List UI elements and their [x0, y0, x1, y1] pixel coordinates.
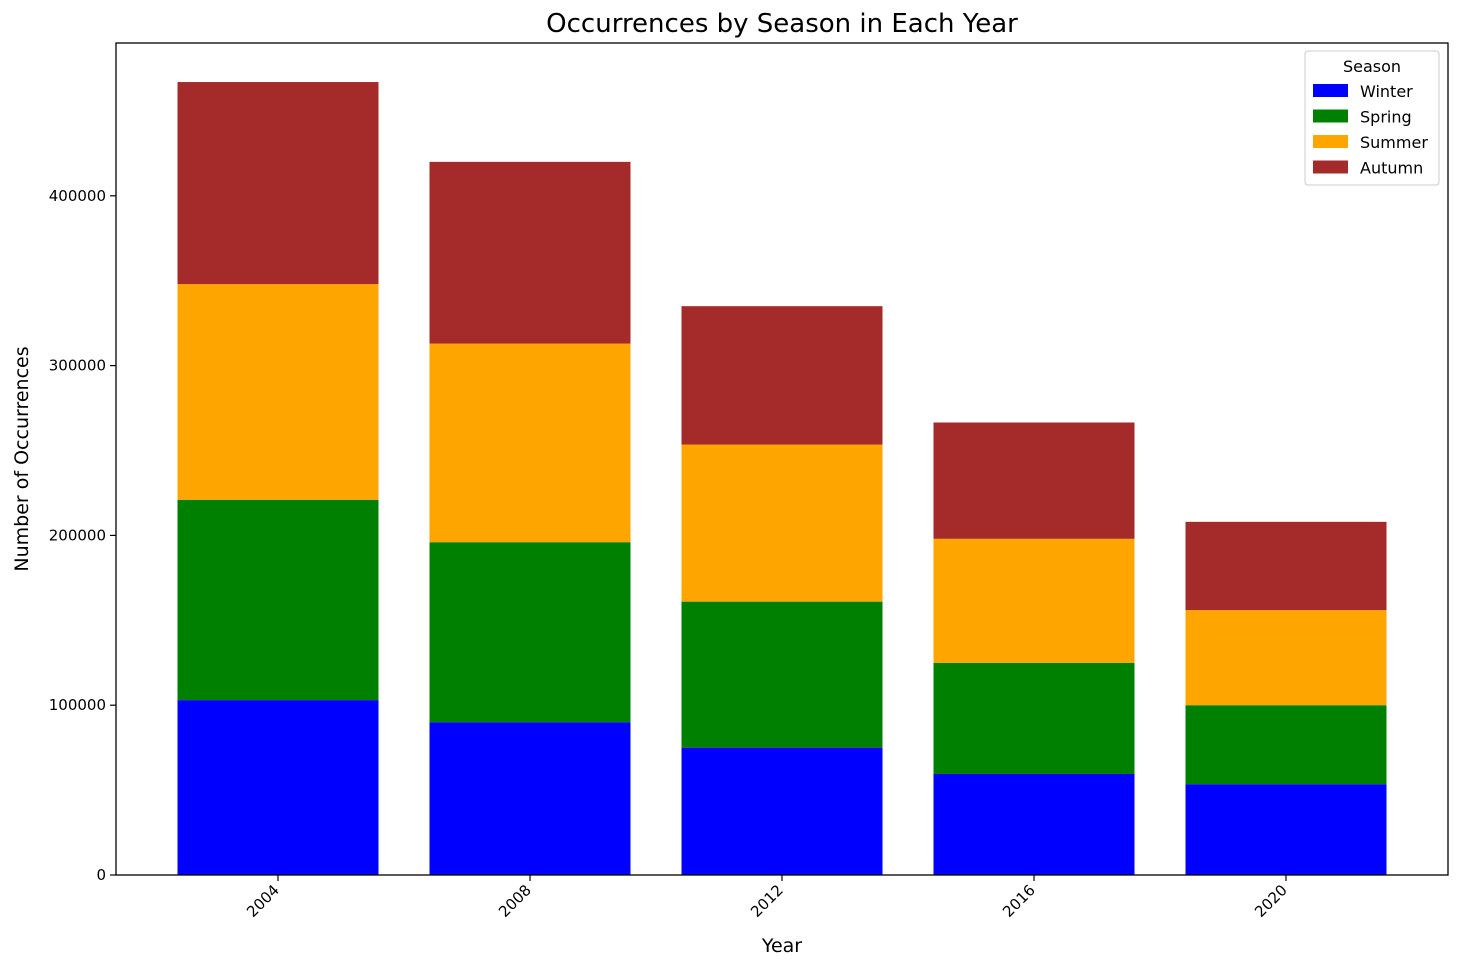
legend-swatch-summer — [1313, 135, 1348, 148]
legend-label-winter: Winter — [1360, 82, 1413, 101]
legend-label-autumn: Autumn — [1360, 159, 1423, 178]
bar-spring-2020 — [1185, 705, 1387, 785]
bar-winter-2016 — [933, 773, 1135, 875]
bar-autumn-2004 — [177, 82, 379, 285]
bar-autumn-2012 — [681, 306, 883, 445]
chart-title: Occurrences by Season in Each Year — [546, 9, 1018, 39]
bar-winter-2008 — [429, 722, 631, 875]
y-tick-label: 300000 — [49, 357, 106, 375]
bar-winter-2004 — [177, 700, 379, 875]
bar-spring-2016 — [933, 662, 1135, 774]
legend-swatch-winter — [1313, 84, 1348, 97]
bar-autumn-2016 — [933, 422, 1135, 539]
x-tick-label-2004: 2004 — [243, 881, 283, 921]
bar-summer-2004 — [177, 284, 379, 500]
bar-autumn-2008 — [429, 161, 631, 344]
x-tick-label-2008: 2008 — [495, 881, 535, 921]
y-tick-label: 100000 — [49, 696, 106, 714]
y-tick-label: 0 — [96, 866, 106, 884]
legend-label-spring: Spring — [1360, 108, 1412, 127]
x-tick-label-2012: 2012 — [747, 881, 787, 921]
legend-label-summer: Summer — [1360, 133, 1428, 152]
bar-summer-2020 — [1185, 610, 1387, 706]
legend-swatch-spring — [1313, 109, 1348, 123]
bar-summer-2016 — [933, 538, 1135, 663]
bar-summer-2008 — [429, 343, 631, 543]
bar-winter-2012 — [681, 747, 883, 875]
x-tick-label-2020: 2020 — [1251, 881, 1291, 921]
legend: Season Winter Spring Summer Autumn — [1304, 50, 1440, 186]
legend-swatch-autumn — [1313, 160, 1348, 174]
y-axis: 0 100000 200000 300000 400000 — [49, 187, 116, 884]
bars-group — [177, 82, 1387, 875]
bar-summer-2012 — [681, 444, 883, 602]
legend-title: Season — [1343, 57, 1401, 76]
bar-spring-2008 — [429, 542, 631, 723]
y-axis-label: Number of Occurrences — [11, 346, 33, 571]
bar-spring-2004 — [177, 499, 379, 701]
y-tick-label: 400000 — [49, 187, 106, 205]
x-axis-label: Year — [761, 935, 802, 957]
bar-spring-2012 — [681, 601, 883, 748]
x-axis: 2004 2008 2012 2016 2020 — [243, 875, 1291, 921]
bar-autumn-2020 — [1185, 521, 1387, 611]
x-tick-label-2016: 2016 — [999, 881, 1039, 921]
y-tick-label: 200000 — [49, 526, 106, 544]
bar-winter-2020 — [1185, 784, 1387, 875]
